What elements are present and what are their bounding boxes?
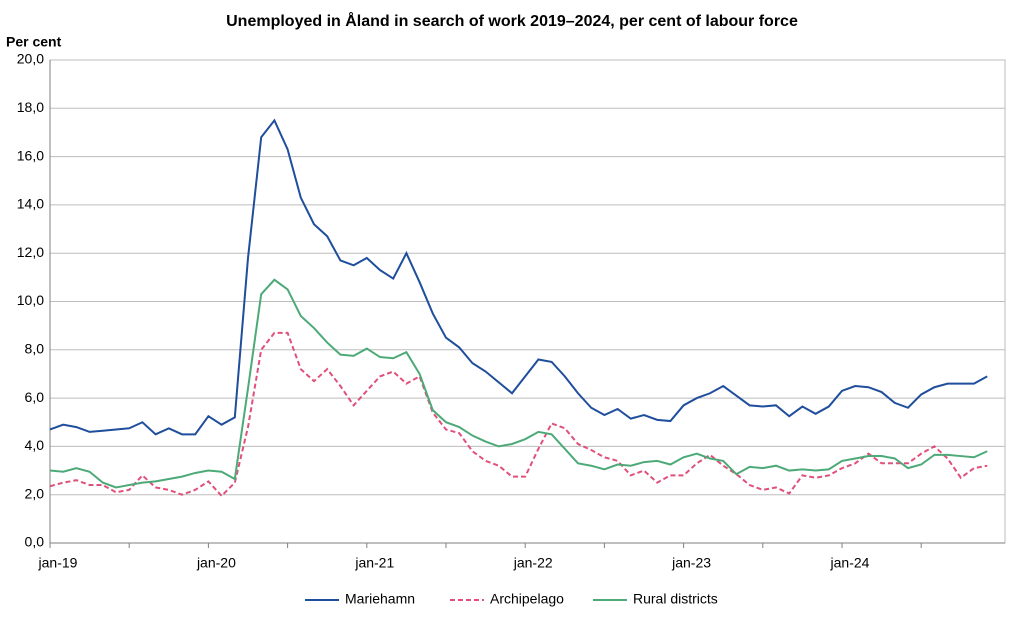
x-tick-label: jan-24 [830, 555, 870, 571]
y-tick-label: 18,0 [17, 99, 44, 115]
y-tick-label: 12,0 [17, 244, 44, 260]
legend-label: Rural districts [633, 591, 718, 607]
line-series [49, 278, 988, 489]
y-tick-label: 10,0 [17, 292, 44, 308]
line-series [49, 118, 988, 436]
y-tick-label: 2,0 [25, 485, 45, 501]
y-tick-label: 8,0 [25, 341, 45, 357]
y-tick-label: 0,0 [25, 534, 45, 550]
y-axis-label: Per cent [6, 34, 62, 50]
x-tick-label: jan-21 [354, 555, 394, 571]
y-tick-label: 6,0 [25, 389, 45, 405]
x-tick-label: jan-22 [513, 555, 553, 571]
chart-title: Unemployed in Åland in search of work 20… [226, 11, 798, 30]
y-tick-label: 4,0 [25, 437, 45, 453]
y-tick-label: 14,0 [17, 196, 44, 212]
x-tick-label: jan-19 [38, 555, 78, 571]
legend-label: Archipelago [490, 591, 564, 607]
y-tick-label: 16,0 [17, 147, 44, 163]
legend-label: Mariehamn [345, 591, 415, 607]
x-tick-label: jan-23 [671, 555, 711, 571]
y-tick-label: 20,0 [17, 51, 44, 67]
line-series [49, 331, 988, 498]
x-tick-label: jan-20 [196, 555, 236, 571]
